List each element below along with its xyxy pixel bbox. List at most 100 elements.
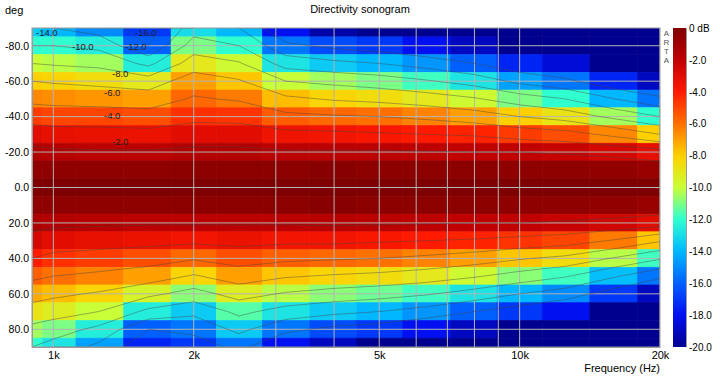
y-tick-label: 40.0 xyxy=(9,252,30,264)
heat-cell xyxy=(637,28,660,37)
heat-cell xyxy=(590,303,638,321)
heat-cell xyxy=(32,232,43,250)
heat-cell xyxy=(590,161,638,179)
heat-cell xyxy=(43,55,76,73)
contour-label: -10.0 xyxy=(72,41,94,52)
x-tick: 5k xyxy=(374,347,386,361)
y-tick-label: 20.0 xyxy=(9,217,30,229)
contour-label: -12.0 xyxy=(125,41,147,52)
colorbar-tick-label: -12.0 xyxy=(689,214,712,225)
heat-cell xyxy=(450,338,497,347)
x-tick-label: 1k xyxy=(48,349,60,361)
contour-line xyxy=(32,55,660,324)
colorbar-tick: -2.0 xyxy=(686,55,707,66)
heat-cell xyxy=(450,28,497,37)
colorbar-tick: -16.0 xyxy=(686,278,712,289)
y-tick-label: 0.0 xyxy=(14,181,29,193)
colorbar-tick-label: -8.0 xyxy=(689,150,707,161)
heat-cell xyxy=(590,267,638,285)
x-tick-label: 5k xyxy=(374,349,386,361)
colorbar-tick: -8.0 xyxy=(686,150,707,161)
y-tick-label: -40.0 xyxy=(5,110,29,122)
heat-cell xyxy=(262,125,310,143)
heat-cell xyxy=(216,338,262,347)
heat-cell xyxy=(43,161,76,179)
contour-line xyxy=(32,123,660,259)
x-tick: 20k xyxy=(652,347,670,361)
contour-line xyxy=(32,37,660,347)
x-axis-line xyxy=(33,347,661,348)
heat-cell xyxy=(32,125,43,143)
grid-line-y xyxy=(32,293,660,294)
colorbar xyxy=(673,28,686,347)
colorbar-axis-line xyxy=(686,29,687,348)
colorbar-tick-label: -2.0 xyxy=(689,55,707,66)
y-tick: -80.0 xyxy=(5,40,32,52)
heat-cell xyxy=(542,161,590,179)
chart: -2.0 -4.0 -6.0 -8.0 -10.0 -12.0 -14.0 -16.0 1k 2k… xyxy=(0,0,720,378)
heat-cell xyxy=(310,55,357,73)
heat-cell xyxy=(76,232,124,250)
heat-cell xyxy=(542,196,590,214)
grid-line-y xyxy=(32,258,660,259)
heat-cell xyxy=(76,338,124,347)
contour-line xyxy=(32,146,660,232)
x-tick-label: 10k xyxy=(511,349,529,361)
y-tick: 20.0 xyxy=(9,217,32,229)
heat-cell xyxy=(637,90,660,108)
colorbar-tick-label: -18.0 xyxy=(689,310,712,321)
heat-cell xyxy=(216,28,262,37)
heat-cell xyxy=(637,196,660,214)
colorbar-tick: -4.0 xyxy=(686,87,707,98)
heat-cell xyxy=(310,232,357,250)
colorbar-tick: -10.0 xyxy=(686,182,712,193)
heat-cell xyxy=(124,161,172,179)
y-tick: -40.0 xyxy=(5,110,32,122)
colorbar-tick-label: -14.0 xyxy=(689,246,712,257)
y-tick-label: 60.0 xyxy=(9,288,30,300)
grid-line-y xyxy=(32,116,660,117)
heat-cell xyxy=(43,303,76,321)
grid-line-y xyxy=(32,222,660,223)
heat-cell xyxy=(310,161,357,179)
heat-cell xyxy=(124,196,172,214)
grid-line-y xyxy=(32,329,660,330)
x-tick: 2k xyxy=(188,347,200,361)
contours xyxy=(32,28,660,347)
heat-cell xyxy=(542,303,590,321)
x-tick: 10k xyxy=(511,347,529,361)
heat-cell xyxy=(216,161,262,179)
colorbar-tick: 0 dB xyxy=(686,23,710,34)
heat-cell xyxy=(637,338,660,347)
colorbar-tick: -12.0 xyxy=(686,214,712,225)
heat-cell xyxy=(32,196,43,214)
y-tick: 40.0 xyxy=(9,252,32,264)
heat-cell xyxy=(637,55,660,73)
heat-cell xyxy=(542,338,590,347)
contour-label: -14.0 xyxy=(36,27,58,38)
heat-cell xyxy=(32,303,43,321)
heat-cell xyxy=(262,196,310,214)
x-tick-label: 20k xyxy=(652,349,670,361)
contour-line xyxy=(32,28,660,347)
contour-line xyxy=(32,28,660,347)
heat-cell xyxy=(262,267,310,285)
contour-label: -4.0 xyxy=(104,110,120,121)
y-tick: 60.0 xyxy=(9,288,32,300)
heat-cell xyxy=(262,232,310,250)
heat-cell xyxy=(310,338,357,347)
heat-cell xyxy=(76,161,124,179)
heat-cell xyxy=(590,196,638,214)
heat-cell xyxy=(32,338,43,347)
colorbar-tick: -6.0 xyxy=(686,118,707,129)
y-tick: -20.0 xyxy=(5,146,32,158)
heat-cell xyxy=(216,196,262,214)
title: Directivity sonogram xyxy=(310,3,410,15)
heat-cell xyxy=(590,232,638,250)
colorbar-tick: -20.0 xyxy=(686,342,712,353)
colorbar-tick-label: -6.0 xyxy=(689,118,707,129)
x-axis-title: Frequency (Hz) xyxy=(584,362,660,374)
plot-frame xyxy=(32,28,660,347)
heat-cell xyxy=(310,196,357,214)
annotation: ARTA xyxy=(664,29,670,65)
